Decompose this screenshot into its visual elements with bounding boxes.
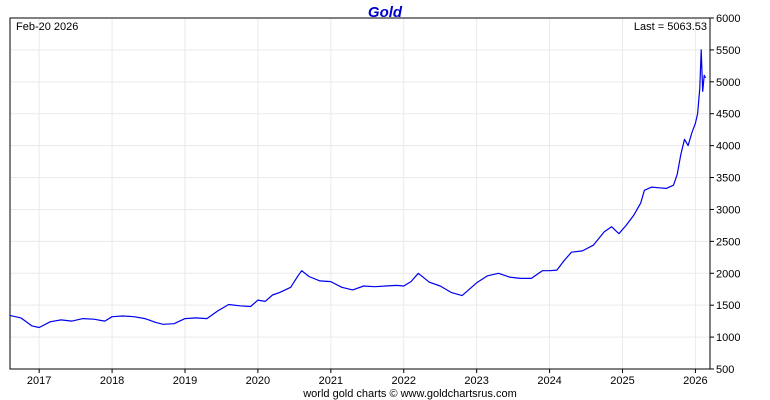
y-tick-label: 3000 (716, 204, 740, 216)
x-tick-label: 2018 (100, 375, 124, 387)
y-tick-label: 6000 (716, 13, 740, 25)
x-tick-label: 2025 (610, 375, 634, 387)
plot-frame (9, 17, 711, 370)
y-tick-label: 5500 (716, 45, 740, 57)
x-tick-label: 2020 (246, 375, 270, 387)
y-tick-label: 1000 (716, 332, 740, 344)
y-tick-label: 3500 (716, 173, 740, 185)
footer-credit: world gold charts © www.goldchartsrus.co… (302, 388, 517, 400)
x-tick-label: 2022 (392, 375, 416, 387)
gold-price-line (9, 49, 707, 329)
series-layer (9, 49, 707, 329)
y-tick-label: 2500 (716, 236, 740, 248)
y-tick-label: 4500 (716, 109, 740, 121)
x-axis: 2017 2018 2019 2020 2021 2022 2023 2024 2025 2026 (27, 369, 708, 387)
last-value-label: Last = 5063.53 (634, 21, 707, 33)
x-tick-label: 2021 (319, 375, 343, 387)
x-tick-label: 2019 (173, 375, 197, 387)
y-tick-label: 1500 (716, 300, 740, 312)
x-tick-label: 2024 (537, 375, 561, 387)
x-tick-label: 2026 (683, 375, 707, 387)
y-tick-label: 500 (716, 364, 734, 376)
y-axis: 500 1000 1500 2000 2500 3000 3500 4000 4500 5000 5… (710, 13, 740, 376)
chart-title: Gold (368, 4, 403, 21)
y-tick-label: 2000 (716, 268, 740, 280)
x-tick-label: 2017 (27, 375, 51, 387)
x-tick-label: 2023 (464, 375, 488, 387)
y-tick-label: 5000 (716, 77, 740, 89)
grid-layer (10, 18, 710, 369)
date-label: Feb-20 2026 (16, 21, 78, 33)
y-tick-label: 4000 (716, 141, 740, 153)
